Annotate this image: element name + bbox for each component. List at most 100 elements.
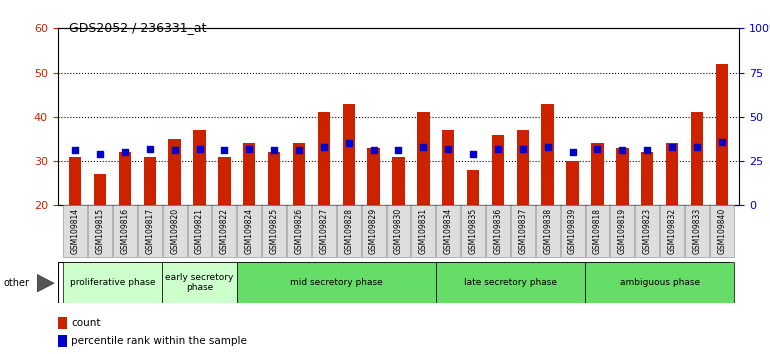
Bar: [268, 152, 280, 205]
Text: GSM109830: GSM109830: [394, 208, 403, 254]
Bar: [710, 205, 734, 257]
Bar: [162, 262, 237, 303]
Bar: [162, 205, 186, 257]
Point: [94, 151, 106, 157]
Point: [715, 139, 728, 144]
Point: [318, 144, 330, 150]
Bar: [312, 205, 336, 257]
Text: other: other: [4, 278, 30, 288]
Text: GSM109827: GSM109827: [320, 208, 328, 254]
Text: proliferative phase: proliferative phase: [70, 278, 156, 287]
Text: GSM109840: GSM109840: [718, 208, 726, 254]
Text: early secretory
phase: early secretory phase: [166, 273, 234, 292]
Text: GSM109834: GSM109834: [444, 208, 453, 254]
Bar: [660, 205, 684, 257]
Bar: [69, 156, 82, 205]
Bar: [113, 205, 137, 257]
Point: [541, 144, 554, 150]
Bar: [436, 262, 585, 303]
Point: [591, 146, 604, 152]
Text: GSM109839: GSM109839: [568, 208, 577, 254]
Bar: [213, 205, 236, 257]
Bar: [442, 130, 454, 205]
Text: GSM109829: GSM109829: [369, 208, 378, 254]
Point: [641, 148, 653, 153]
Bar: [585, 205, 609, 257]
Bar: [541, 104, 554, 205]
Text: GSM109832: GSM109832: [668, 208, 677, 254]
Text: GSM109833: GSM109833: [692, 208, 701, 254]
Bar: [119, 152, 131, 205]
Bar: [517, 130, 529, 205]
Text: GSM109828: GSM109828: [344, 208, 353, 254]
Text: GSM109820: GSM109820: [170, 208, 179, 254]
Bar: [486, 205, 510, 257]
Bar: [336, 205, 360, 257]
Bar: [666, 143, 678, 205]
Bar: [287, 205, 311, 257]
Bar: [262, 205, 286, 257]
Bar: [343, 104, 355, 205]
Text: ambiguous phase: ambiguous phase: [620, 278, 700, 287]
Text: GSM109826: GSM109826: [294, 208, 303, 254]
Point: [417, 144, 430, 150]
Point: [293, 148, 305, 153]
Text: GSM109838: GSM109838: [543, 208, 552, 254]
Bar: [467, 170, 479, 205]
Bar: [62, 262, 162, 303]
Bar: [218, 156, 230, 205]
Bar: [88, 205, 112, 257]
Bar: [611, 205, 634, 257]
Text: GSM109815: GSM109815: [95, 208, 105, 254]
Text: GSM109836: GSM109836: [494, 208, 503, 254]
Text: GSM109831: GSM109831: [419, 208, 428, 254]
Point: [492, 146, 504, 152]
Bar: [461, 205, 485, 257]
Point: [691, 144, 703, 150]
Point: [193, 146, 206, 152]
Bar: [237, 262, 436, 303]
Point: [243, 146, 256, 152]
Bar: [585, 262, 735, 303]
Text: GSM109837: GSM109837: [518, 208, 527, 254]
Bar: [63, 205, 87, 257]
Text: GSM109825: GSM109825: [270, 208, 279, 254]
Point: [442, 146, 454, 152]
Point: [119, 149, 131, 155]
Point: [367, 148, 380, 153]
Bar: [567, 161, 579, 205]
Text: GSM109817: GSM109817: [146, 208, 154, 254]
Text: GSM109823: GSM109823: [643, 208, 651, 254]
Bar: [437, 205, 460, 257]
Bar: [243, 143, 256, 205]
Point: [666, 144, 678, 150]
Text: GSM109835: GSM109835: [469, 208, 477, 254]
Point: [393, 148, 405, 153]
Bar: [188, 205, 212, 257]
Text: percentile rank within the sample: percentile rank within the sample: [71, 336, 247, 346]
Text: GSM109814: GSM109814: [71, 208, 79, 254]
Text: GSM109824: GSM109824: [245, 208, 254, 254]
Text: GSM109819: GSM109819: [618, 208, 627, 254]
Bar: [417, 113, 430, 205]
Bar: [293, 143, 305, 205]
Bar: [367, 148, 380, 205]
Point: [343, 141, 355, 146]
Bar: [362, 205, 386, 257]
Text: GSM109821: GSM109821: [195, 208, 204, 254]
Bar: [511, 205, 534, 257]
Bar: [237, 205, 261, 257]
Bar: [691, 113, 703, 205]
Bar: [591, 143, 604, 205]
Bar: [58, 317, 68, 329]
Bar: [387, 205, 410, 257]
Bar: [715, 64, 728, 205]
Bar: [138, 205, 162, 257]
Text: GSM109818: GSM109818: [593, 208, 602, 254]
Point: [467, 151, 479, 157]
Bar: [635, 205, 659, 257]
Bar: [536, 205, 560, 257]
Bar: [411, 205, 435, 257]
Bar: [616, 148, 628, 205]
Point: [268, 148, 280, 153]
